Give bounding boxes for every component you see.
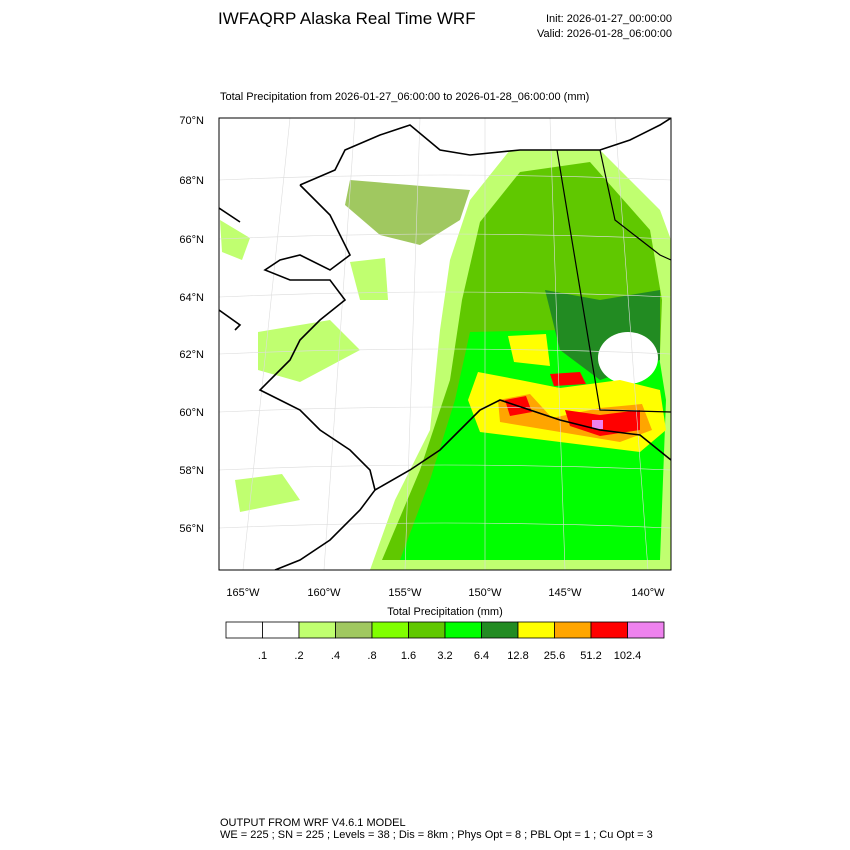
lat-label: 56°N [179,523,204,535]
valid-time: Valid: 2026-01-28_06:00:00 [537,28,672,40]
colorbar-box [262,621,300,639]
lon-label: 140°W [631,587,665,599]
colorbar-title: Total Precipitation (mm) [387,606,503,618]
precip-area [345,180,470,245]
colorbar-label: .1 [258,650,267,662]
lon-label: 165°W [226,587,260,599]
graticule [219,118,671,570]
map-frame [218,117,672,571]
lat-label: 70°N [179,115,204,127]
lon-label: 155°W [388,587,422,599]
map [219,118,671,570]
precipitation-field [220,150,671,570]
lat-label: 58°N [179,465,204,477]
precip-area [598,332,658,384]
title: IWFAQRP Alaska Real Time WRF [218,9,476,28]
colorbar-box [371,621,409,639]
colorbar-box [444,621,482,639]
precip-area [235,474,300,512]
colorbar-label: 25.6 [544,650,565,662]
lat-label: 62°N [179,349,204,361]
colorbar-box [517,621,555,639]
precip-area [350,258,388,300]
colorbar-label: .8 [367,650,376,662]
colorbar-label: .4 [331,650,340,662]
lat-label: 66°N [179,234,204,246]
precip-area [220,220,250,260]
colorbar-label: 12.8 [507,650,528,662]
lat-label: 60°N [179,407,204,419]
lon-label: 145°W [548,587,582,599]
precip-area [508,334,550,366]
colorbar-box [298,621,336,639]
colorbar: .1 .2 .4 .8 1.6 3.2 6.4 12.8 25.6 51.2 102.4 [225,621,665,662]
lat-label: 64°N [179,292,204,304]
footer-line: WE = 225 ; SN = 225 ; Levels = 38 ; Dis … [220,829,653,841]
colorbar-label: 102.4 [614,650,642,662]
lon-labels: 165°W 160°W 155°W 150°W 145°W 140°W [226,587,665,599]
colorbar-box [481,621,519,639]
colorbar-box [554,621,592,639]
colorbar-box [335,621,373,639]
border [556,149,671,413]
colorbar-label: 3.2 [437,650,452,662]
lat-label: 68°N [179,175,204,187]
coastline [219,118,671,570]
precip-area [550,372,586,386]
lon-label: 160°W [307,587,341,599]
colorbar-label: .2 [294,650,303,662]
colorbar-box [225,621,263,639]
lat-labels: 70°N 68°N 66°N 64°N 62°N 60°N 58°N 56°N [179,115,204,535]
colorbar-box [590,621,628,639]
precip-area [592,420,603,429]
footer-line: OUTPUT FROM WRF V4.6.1 MODEL [220,817,406,829]
colorbar-label: 51.2 [580,650,601,662]
colorbar-box [627,621,665,639]
colorbar-label: 1.6 [401,650,416,662]
map-title: Total Precipitation from 2026-01-27_06:0… [220,91,589,103]
lon-label: 150°W [468,587,502,599]
colorbar-box [408,621,446,639]
colorbar-label: 6.4 [474,650,489,662]
init-time: Init: 2026-01-27_00:00:00 [546,13,672,25]
